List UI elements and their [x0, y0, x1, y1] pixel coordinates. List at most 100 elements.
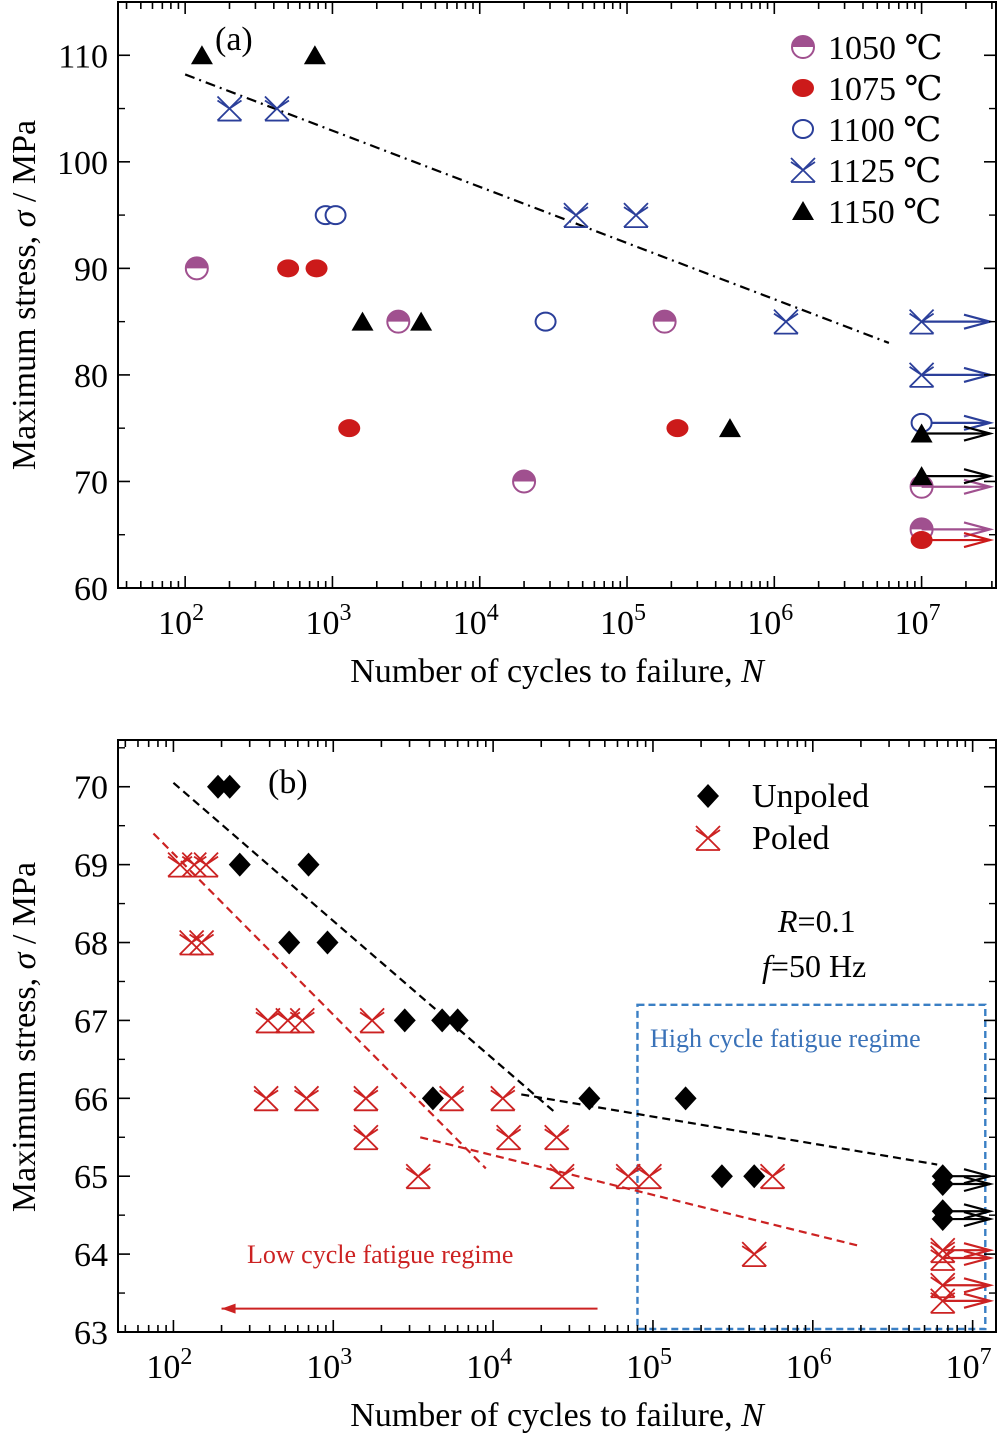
marker-cross — [495, 1124, 522, 1151]
marker-diamond — [431, 1008, 454, 1033]
high-cycle-regime-box — [636, 1003, 987, 1331]
marker-cross — [544, 1124, 570, 1151]
data-points-a — [184, 45, 935, 550]
marker-top-half — [513, 470, 536, 482]
data-point-unpoled — [218, 774, 241, 799]
legend-label-1100-: 1100 ℃ — [828, 112, 941, 149]
marker-diamond — [297, 852, 320, 877]
runout-point-1150- — [910, 466, 933, 486]
x-tick-label: 105 — [600, 600, 646, 642]
marker-diamond — [393, 1008, 416, 1033]
data-point-1050- — [184, 256, 209, 281]
marker-cross — [167, 851, 193, 878]
marker-cross — [193, 851, 219, 878]
y-tick-label: 90 — [74, 251, 108, 288]
marker-diamond — [446, 1008, 469, 1033]
data-point-unpoled — [228, 852, 251, 877]
y-tick-label: 80 — [74, 358, 108, 395]
x-tick-label: 104 — [466, 1344, 512, 1386]
marker-diamond — [218, 774, 241, 799]
arrow-head — [963, 1292, 995, 1309]
runout-arrow-1150- — [921, 425, 995, 442]
data-point-1050- — [652, 309, 677, 334]
marker-cross — [930, 1272, 956, 1299]
data-point-poled — [255, 1007, 281, 1034]
marker-dot — [666, 419, 689, 438]
arrow-head — [963, 1203, 995, 1220]
data-point-poled — [253, 1085, 279, 1112]
data-point-poled — [353, 1085, 379, 1112]
legend-marker-1075- — [792, 79, 814, 97]
legend-label-1150-: 1150 ℃ — [828, 194, 941, 231]
marker-top-half — [653, 310, 676, 322]
data-point-1150- — [190, 45, 213, 65]
marker-cross — [353, 1124, 379, 1151]
data-point-1125- — [563, 202, 589, 228]
marker-ring — [324, 205, 347, 226]
marker-top-half — [910, 518, 933, 530]
arrow-head — [963, 1210, 995, 1228]
data-point-poled — [490, 1085, 516, 1112]
data-point-unpoled — [446, 1008, 469, 1033]
data-point-1150- — [410, 311, 433, 331]
data-point-poled — [615, 1163, 641, 1190]
marker-cross — [908, 362, 935, 388]
marker-diamond — [931, 1207, 954, 1232]
data-point-poled — [636, 1163, 663, 1190]
marker-cross — [293, 1085, 320, 1112]
arrow-head — [963, 521, 995, 538]
runout-point-unpoled — [931, 1207, 954, 1232]
data-point-poled — [188, 929, 215, 956]
data-point-1125- — [216, 95, 243, 122]
y-tick-label: 70 — [74, 770, 108, 807]
marker-cross — [615, 1163, 641, 1190]
legend-marker-unpoled — [697, 784, 719, 808]
arrow-head — [963, 425, 995, 442]
marker-outline — [386, 309, 411, 334]
arrow-head — [963, 1249, 995, 1267]
marker-diamond — [578, 1086, 601, 1111]
data-point-poled — [275, 1007, 301, 1034]
arrow-head — [963, 468, 995, 485]
x-tick-label: 105 — [626, 1344, 672, 1386]
trend-line — [172, 782, 558, 1115]
marker-cross — [563, 202, 589, 228]
legend-label-1075-: 1075 ℃ — [828, 71, 943, 108]
data-point-unpoled — [710, 1164, 733, 1189]
marker-top-half — [387, 310, 410, 322]
arrow-head — [963, 531, 995, 549]
marker-cross — [773, 308, 799, 335]
y-tick-label: 65 — [74, 1159, 108, 1196]
data-point-1150- — [351, 311, 374, 331]
marker-cross — [264, 95, 290, 122]
data-point-1050- — [386, 309, 411, 334]
y-tick-label: 69 — [74, 848, 108, 885]
runout-arrows-b — [942, 1168, 995, 1309]
marker-cross — [908, 308, 935, 335]
data-point-unpoled — [743, 1164, 766, 1189]
legend-marker-poled — [695, 825, 721, 851]
legend-label-1125-: 1125 ℃ — [828, 153, 941, 190]
runout-arrow-1125- — [921, 366, 995, 383]
marker-cross — [490, 1085, 516, 1112]
runout-arrow-poled — [942, 1277, 995, 1294]
x-tick-label: 102 — [146, 1344, 192, 1386]
legend-marker-1050- — [791, 35, 815, 59]
x-tick-label: 103 — [305, 600, 351, 642]
legend-label-1050-: 1050 ℃ — [828, 30, 943, 67]
data-point-poled — [353, 1124, 379, 1151]
y-tick-label: 100 — [57, 145, 108, 182]
marker-triangle — [910, 466, 933, 486]
marker-diamond — [674, 1086, 697, 1111]
high-cycle-box-rect — [636, 1003, 987, 1331]
data-points-b — [167, 774, 956, 1314]
runout-point-poled — [930, 1288, 956, 1314]
runout-arrow-poled — [942, 1292, 995, 1309]
runout-arrow-1100- — [921, 414, 995, 431]
data-point-1150- — [718, 418, 741, 438]
data-point-unpoled — [316, 930, 339, 955]
data-point-unpoled — [578, 1086, 601, 1111]
marker-cross — [353, 1085, 379, 1112]
data-point-poled — [438, 1085, 465, 1112]
x-axis-b: 102 103 104 105 106 107 — [124, 740, 992, 1386]
